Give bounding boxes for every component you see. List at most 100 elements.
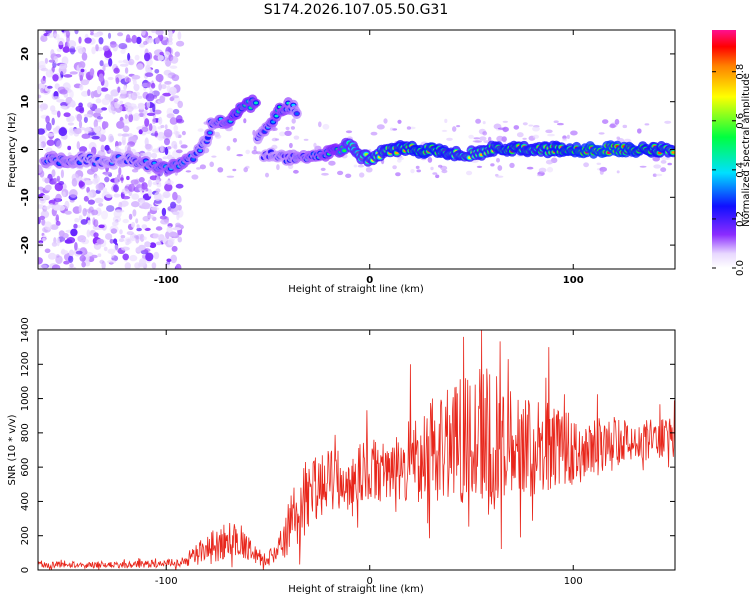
noise-speckle	[79, 255, 86, 262]
noise-speckle	[135, 218, 139, 224]
noise-speckle	[120, 49, 126, 54]
noise-speckle	[427, 157, 433, 163]
noise-speckle	[655, 173, 663, 177]
noise-speckle	[47, 252, 57, 260]
noise-speckle	[536, 174, 542, 177]
noise-speckle	[45, 122, 52, 131]
noise-speckle	[74, 30, 79, 35]
noise-speckle	[38, 83, 46, 90]
noise-speckle	[101, 97, 110, 106]
noise-speckle	[113, 209, 122, 219]
noise-speckle	[152, 233, 161, 239]
noise-speckle	[86, 229, 91, 238]
noise-speckle	[497, 165, 503, 171]
noise-speckle	[152, 148, 161, 153]
colorbar-ticks: 0.0 0.2 0.4 0.6 0.8	[712, 64, 746, 276]
noise-speckle	[166, 225, 173, 234]
noise-speckle	[39, 215, 46, 220]
noise-speckle	[328, 160, 336, 166]
noise-speckle	[476, 165, 483, 168]
noise-speckle	[153, 191, 162, 201]
noise-speckle	[139, 43, 145, 48]
noise-speckle	[38, 264, 48, 269]
snr-series-group	[38, 330, 675, 570]
snr-frame	[37, 329, 676, 571]
noise-speckle	[154, 69, 160, 74]
noise-speckle	[664, 120, 672, 124]
noise-speckle	[138, 129, 143, 135]
noise-speckle	[279, 131, 286, 137]
noise-speckle	[526, 166, 534, 170]
noise-speckle	[60, 102, 68, 107]
noise-speckle	[118, 167, 122, 176]
colorbar-gradient	[712, 30, 736, 268]
noise-speckle	[141, 224, 148, 230]
noise-speckle	[416, 169, 422, 173]
noise-speckle	[103, 50, 113, 59]
y-tick-label: 800	[20, 423, 31, 442]
noise-speckle	[83, 116, 88, 123]
noise-speckle	[496, 158, 500, 163]
noise-speckle	[81, 52, 88, 61]
noise-speckle	[545, 129, 553, 134]
noise-speckle	[38, 186, 44, 191]
noise-speckle	[357, 164, 364, 168]
noise-speckle	[113, 184, 119, 193]
noise-speckle	[57, 86, 66, 94]
noise-speckle	[118, 60, 123, 64]
noise-speckle	[599, 169, 604, 175]
noise-speckle	[47, 33, 55, 38]
noise-speckle	[82, 208, 87, 217]
noise-speckle	[173, 144, 178, 150]
noise-speckle	[538, 167, 547, 173]
noise-speckle	[86, 186, 90, 193]
noise-speckle	[55, 220, 61, 226]
noise-speckle	[276, 164, 280, 171]
noise-speckle	[166, 258, 172, 263]
noise-speckle	[104, 144, 110, 151]
noise-speckle	[113, 238, 118, 244]
noise-speckle	[95, 44, 99, 52]
noise-speckle	[80, 68, 85, 73]
noise-speckle	[104, 171, 113, 177]
noise-speckle	[150, 82, 156, 89]
noise-speckle	[124, 67, 129, 74]
noise-speckle	[103, 79, 109, 88]
noise-speckle	[170, 201, 177, 209]
noise-speckle	[502, 120, 508, 123]
noise-speckle	[446, 137, 453, 141]
noise-speckle	[144, 52, 151, 62]
y-tick-label: 10	[20, 95, 31, 109]
noise-speckle	[128, 113, 134, 123]
noise-speckle	[466, 170, 473, 176]
noise-speckle	[155, 226, 163, 231]
noise-speckle	[644, 123, 650, 126]
spectrogram-y-label: Frequency (Hz)	[7, 112, 18, 188]
noise-speckle	[95, 98, 102, 104]
noise-speckle	[67, 122, 74, 126]
noise-speckle	[133, 83, 140, 92]
noise-speckle	[482, 121, 486, 125]
noise-speckle	[121, 135, 126, 144]
noise-speckle	[456, 125, 461, 128]
noise-speckle	[129, 254, 138, 262]
noise-speckle	[173, 124, 178, 132]
noise-speckle	[345, 130, 353, 134]
noise-speckle	[109, 225, 119, 234]
noise-speckle	[313, 142, 317, 148]
noise-speckle	[51, 117, 55, 126]
x-tick-label: -100	[155, 576, 178, 587]
noise-speckle	[137, 95, 143, 99]
noise-speckle	[69, 263, 74, 268]
noise-speckle	[77, 47, 86, 55]
noise-speckle	[83, 180, 93, 186]
noise-speckle	[180, 144, 188, 149]
noise-speckle	[532, 134, 540, 139]
noise-speckle	[483, 140, 490, 144]
noise-speckle	[75, 105, 84, 112]
noise-speckle	[52, 130, 59, 134]
noise-speckle	[265, 172, 269, 178]
noise-speckle	[191, 174, 199, 180]
noise-speckle	[118, 238, 125, 243]
noise-speckle	[102, 45, 109, 52]
